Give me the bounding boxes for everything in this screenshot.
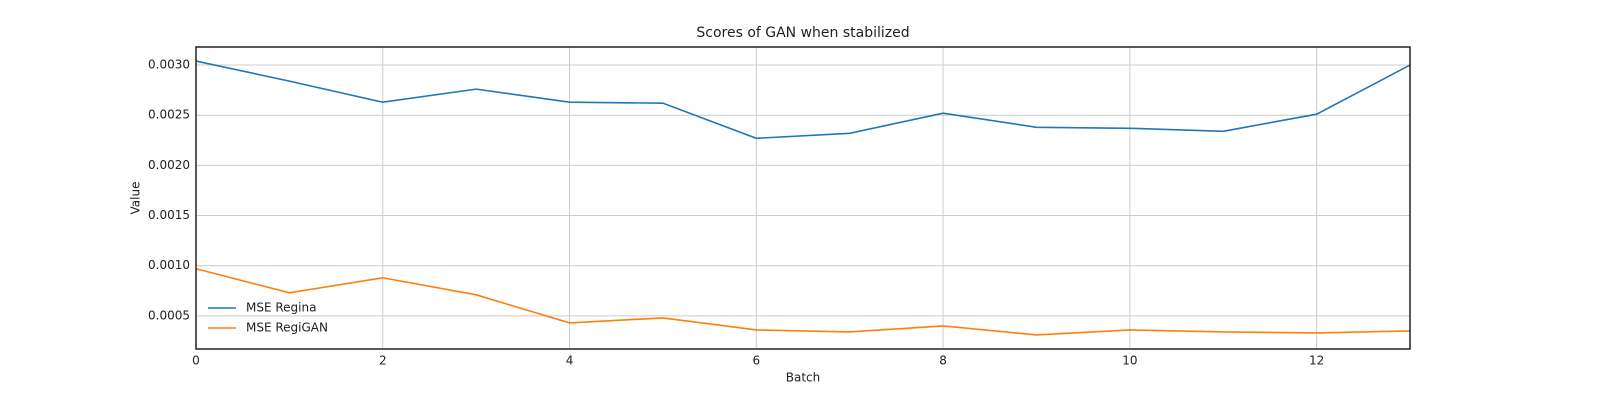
y-tick-label: 0.0025 — [148, 108, 190, 122]
line-series — [195, 267, 1411, 336]
x-tick-label: 10 — [1122, 354, 1137, 368]
y-tick-label: 0.0010 — [148, 258, 190, 272]
y-axis-label: Value — [129, 182, 143, 215]
x-tick-label: 8 — [939, 354, 947, 368]
line-series — [195, 60, 1411, 140]
x-tick-label: 12 — [1309, 354, 1324, 368]
x-axis-label: Batch — [786, 371, 821, 385]
y-tick-label: 0.0020 — [148, 158, 190, 172]
x-tick-label: 6 — [752, 354, 760, 368]
x-tick-label: 0 — [192, 354, 200, 368]
y-tick-label: 0.0005 — [148, 308, 190, 322]
legend-label: MSE Regina — [246, 301, 316, 315]
x-tick-label: 4 — [566, 354, 574, 368]
chart-title: Scores of GAN when stabilized — [696, 25, 909, 41]
plot-frame — [195, 46, 1411, 350]
y-tick-label: 0.0015 — [148, 208, 190, 222]
y-tick-label: 0.0030 — [148, 58, 190, 72]
legend-label: MSE RegiGAN — [246, 321, 328, 335]
x-tick-label: 2 — [379, 354, 387, 368]
